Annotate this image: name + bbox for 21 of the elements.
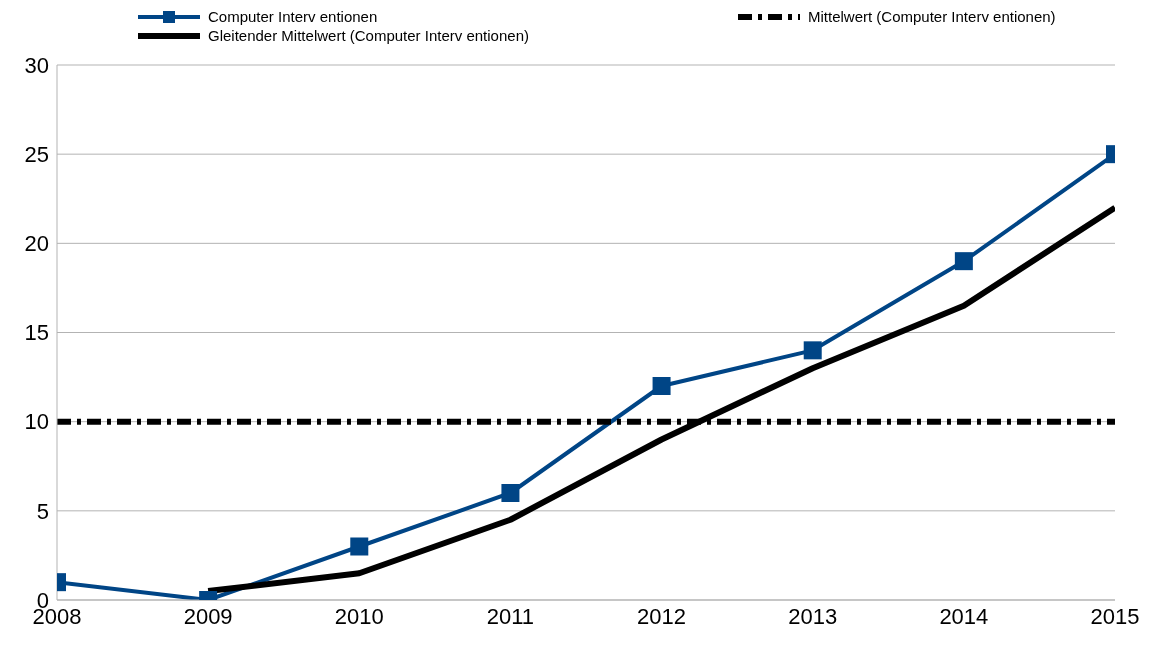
x-tick-label: 2015 <box>1090 603 1140 629</box>
point <box>652 377 671 395</box>
y-tick-label: 25 <box>24 141 49 167</box>
y-tick-label: 5 <box>36 498 49 524</box>
x-tick-label: 2010 <box>334 603 384 629</box>
point <box>954 252 973 271</box>
legend-label: Computer Interv entionen <box>208 8 378 25</box>
point <box>803 341 822 360</box>
legend-label: Gleitender Mittelwert (Computer Interv entionen) <box>208 27 529 44</box>
y-tick-label: 15 <box>24 320 49 346</box>
x-tick-label: 2014 <box>939 603 989 629</box>
x-tick-label: 2012 <box>637 603 687 629</box>
y-tick-label: 30 <box>24 52 49 78</box>
x-tick-label: 2009 <box>183 603 233 629</box>
x-tick-label: 2011 <box>486 603 535 629</box>
point <box>350 537 369 556</box>
legend-label: Mittelwert (Computer Interv entionen) <box>808 8 1056 25</box>
x-tick-label: 2013 <box>788 603 838 629</box>
point <box>501 484 520 502</box>
y-tick-label: 20 <box>24 231 49 257</box>
y-tick-label: 10 <box>24 409 49 435</box>
